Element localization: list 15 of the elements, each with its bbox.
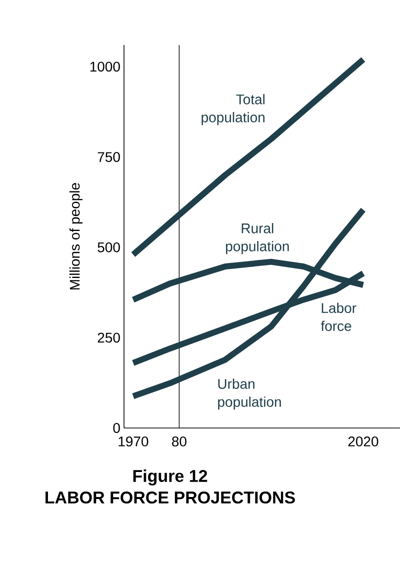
y-tick-label: 0: [113, 423, 120, 433]
x-tick-label: 80: [172, 436, 186, 446]
y-axis-title: Millions of people: [69, 183, 82, 290]
y-tick-label: 1000: [90, 62, 120, 72]
series-label: Urban population: [218, 378, 281, 410]
x-tick-label: 1970: [118, 436, 148, 446]
text: Figure 12: [133, 470, 208, 486]
x-tick-label: 2020: [348, 436, 378, 446]
y-tick-label: 250: [98, 332, 120, 343]
y-tick-label: 750: [98, 152, 120, 162]
series-label: Labor force: [320, 302, 356, 332]
y-tick-label: 500: [98, 242, 120, 252]
series-label: Total population: [202, 94, 264, 126]
text: LABOR FORCE PROJECTIONS: [46, 492, 295, 504]
series-label: Rural population: [226, 223, 289, 254]
